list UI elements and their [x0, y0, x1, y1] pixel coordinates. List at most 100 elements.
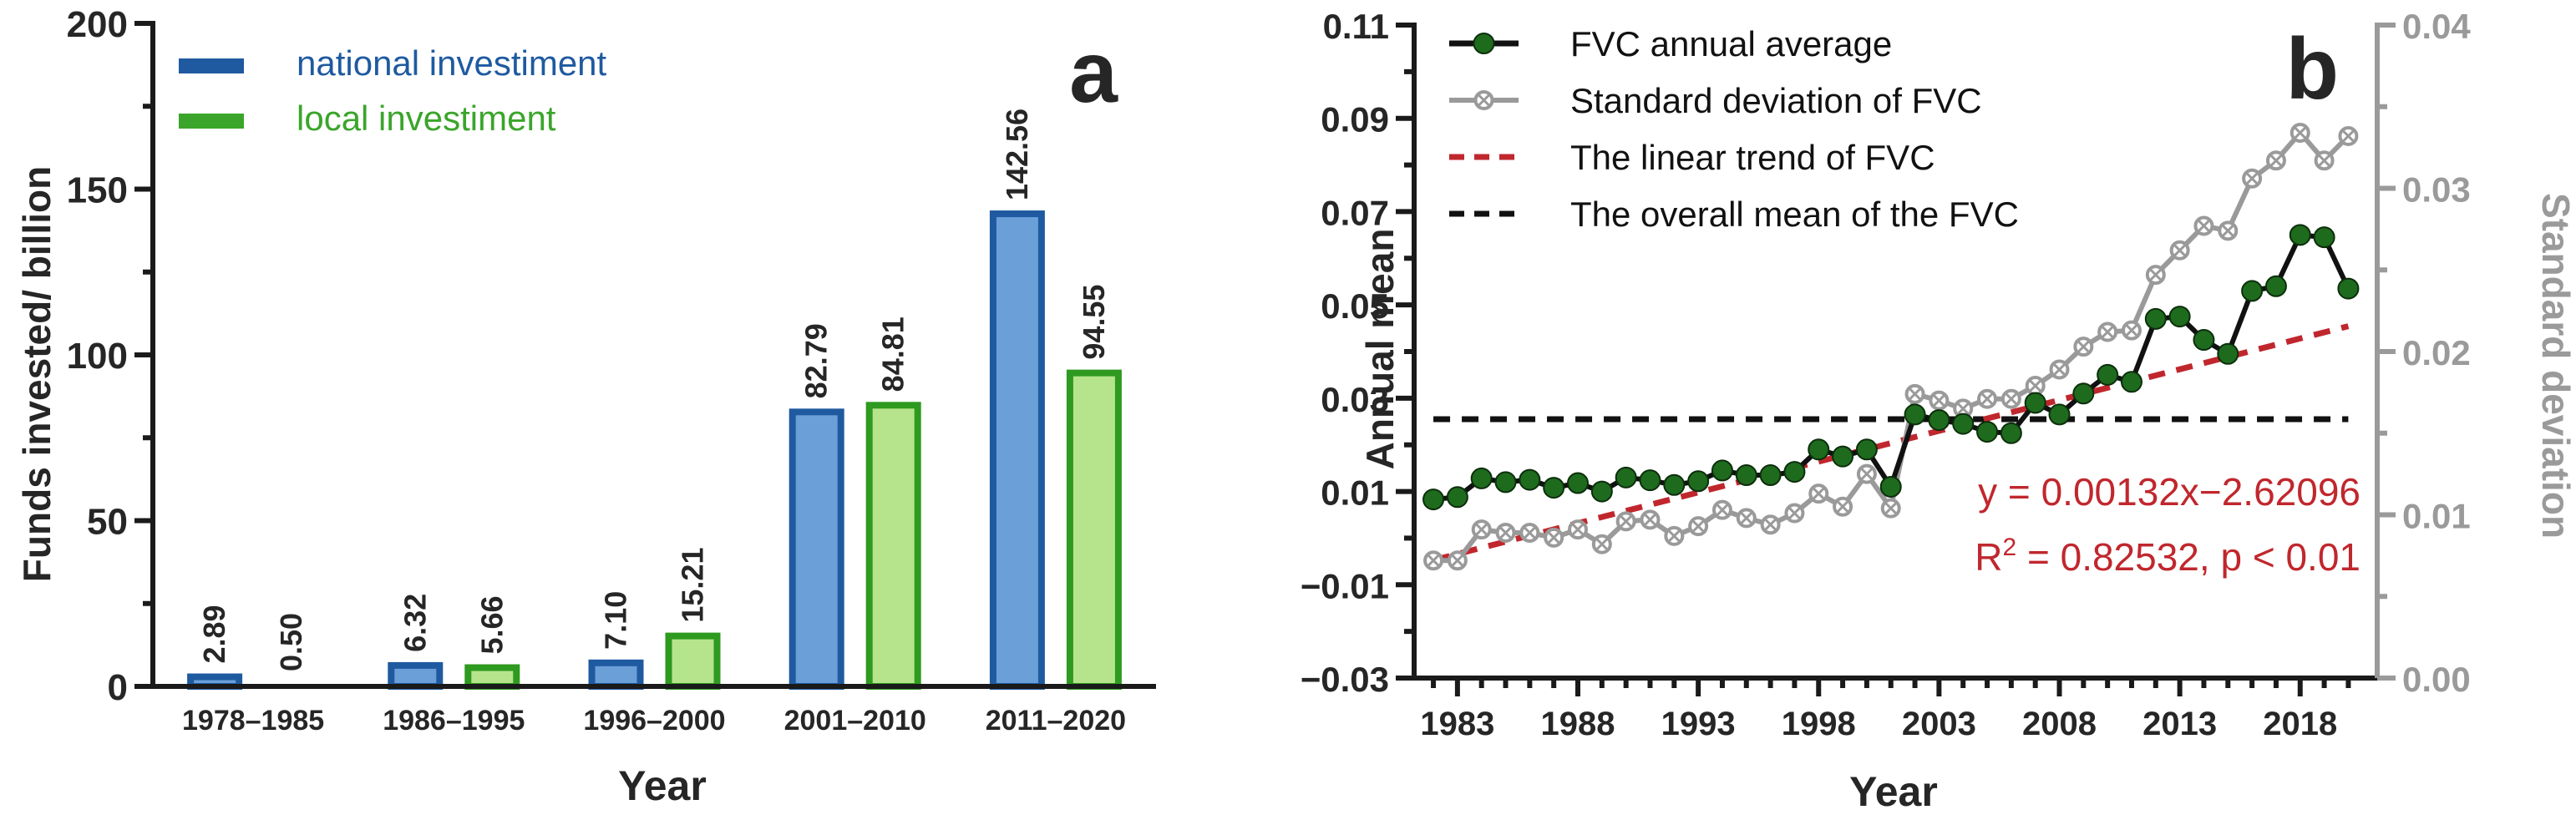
fvc-annual-average-point — [1832, 445, 1854, 468]
national-investment-value-label: 2.89 — [197, 605, 231, 663]
panel-b-y2-tick-label: 0.03 — [2402, 170, 2471, 210]
trend-r-squared: R2 = 0.82532, p < 0.01 — [1975, 534, 2360, 579]
fvc-annual-average-point — [2264, 275, 2287, 297]
std-dev-point — [2025, 376, 2046, 397]
fvc-annual-average-point — [2337, 277, 2360, 300]
std-dev-marker-cross — [2222, 225, 2234, 237]
panel-a-x-tick-label: 2011–2020 — [986, 705, 1126, 736]
std-dev-marker-cross — [1884, 502, 1897, 514]
std-dev-marker-cross — [2246, 172, 2259, 185]
panel-b-label: b — [2285, 21, 2339, 118]
panel-b-y2-tick-label: 0.02 — [2402, 333, 2471, 372]
std-dev-marker-cross — [1668, 529, 1681, 542]
fvc-annual-average-point — [1783, 461, 1806, 483]
std-dev-marker-cross — [1548, 531, 1560, 544]
fvc-annual-average-point — [1663, 473, 1686, 496]
std-dev-point — [1447, 550, 1468, 571]
fvc-annual-average-point — [1711, 459, 1733, 482]
legend-label: Standard deviation of FVC — [1570, 81, 1982, 120]
std-dev-marker-cross — [1595, 538, 1608, 550]
national-investment-value-label: 6.32 — [398, 594, 432, 652]
fvc-annual-average-point — [2241, 280, 2264, 302]
fvc-annual-average-point — [2217, 342, 2239, 365]
fvc-annual-average-point — [2048, 403, 2071, 426]
std-dev-marker-cross — [1813, 488, 1825, 500]
local-investment-bar — [865, 402, 921, 690]
panel-a-legend: national investiment local investiment — [179, 43, 607, 138]
legend-swatch-local — [179, 114, 244, 129]
std-dev-marker-cross — [1644, 514, 1656, 526]
panel-a-x-tick-label: 1986–1995 — [383, 705, 525, 736]
panel-b-y-tick-label: 0.03 — [1321, 380, 1389, 419]
std-dev-marker-cross — [1860, 468, 1873, 480]
fvc-annual-average-point — [1543, 477, 1565, 499]
r2-prefix: R — [1975, 535, 2002, 579]
std-dev-marker-cross — [2125, 324, 2138, 337]
std-dev-point — [2073, 337, 2094, 357]
panel-a-y-tick-label: 50 — [87, 502, 128, 543]
fvc-annual-average-point — [1639, 469, 1661, 492]
std-dev-marker-cross — [2149, 269, 2162, 281]
std-dev-marker-cross — [1909, 387, 1921, 400]
fvc-annual-average-point — [1470, 467, 1493, 489]
std-dev-point — [2169, 240, 2190, 261]
std-dev-point — [1568, 519, 1589, 540]
std-dev-marker-cross — [1788, 507, 1801, 519]
panel-b-legend: FVC annual average Standard deviation of … — [1449, 24, 2019, 234]
panel-a-x-tick-label: 2001–2010 — [784, 705, 926, 736]
std-dev-point — [2193, 215, 2214, 236]
panel-b-x-tick-label: 1983 — [1420, 706, 1494, 742]
std-dev-marker-cross — [1957, 402, 1970, 415]
national-investment-bar — [789, 408, 844, 690]
local-investment-value-label: 84.81 — [876, 316, 910, 392]
panel-a-y-axis-title: Funds invested/ billion — [15, 166, 58, 582]
panel-b-y-tick-label: 0.07 — [1321, 193, 1389, 232]
r2-superscript: 2 — [2003, 534, 2017, 561]
std-dev-point — [1856, 463, 1877, 484]
panel-a-bar-chart: a Funds invested/ billion Year 2.89 0.50 6… — [15, 4, 1156, 809]
national-investment-bar — [989, 210, 1045, 690]
fvc-annual-average-point — [1735, 464, 1757, 487]
panel-a-y-tick-label: 150 — [67, 170, 128, 211]
std-dev-point — [1808, 483, 1829, 504]
fvc-annual-average-point — [2000, 422, 2022, 444]
std-dev-point — [1688, 516, 1709, 537]
std-dev-point — [1664, 525, 1685, 546]
std-dev-point — [1760, 514, 1781, 535]
national-investment-value-label: 7.10 — [599, 591, 633, 650]
std-dev-marker-cross — [1716, 504, 1729, 516]
std-dev-marker-cross — [1499, 526, 1512, 539]
fvc-annual-average-point — [1976, 421, 1999, 443]
fvc-annual-average-point — [1590, 480, 1613, 503]
legend-label: The overall mean of the FVC — [1570, 195, 2019, 234]
std-dev-point — [2049, 359, 2070, 380]
national-investment-value-label: 142.56 — [1000, 109, 1034, 200]
std-dev-point — [1423, 550, 1444, 571]
std-dev-marker-cross — [1692, 520, 1705, 533]
std-dev-point — [1591, 534, 1612, 554]
fvc-annual-average-point — [1422, 488, 1445, 511]
std-dev-marker-cross — [2318, 154, 2330, 167]
std-dev-marker-cross — [2269, 154, 2283, 167]
std-dev-point — [2265, 150, 2286, 171]
std-dev-point — [1640, 509, 1661, 530]
national-investment-bar — [388, 661, 444, 691]
std-dev-point — [1977, 388, 1998, 409]
std-dev-point — [2289, 123, 2310, 144]
std-dev-marker-cross — [1475, 524, 1488, 536]
std-dev-point — [1904, 383, 1925, 404]
panel-b-y-tick-label: −0.01 — [1301, 566, 1389, 605]
panel-b-y-tick-label: −0.03 — [1301, 660, 1389, 699]
std-dev-marker-cross — [2342, 129, 2355, 143]
panel-b-x-axis-title: Year — [1849, 768, 1938, 815]
national-investment-value-label: 82.79 — [799, 323, 834, 398]
std-dev-marker-cross — [1451, 554, 1463, 567]
fvc-annual-average-point — [2168, 306, 2191, 328]
std-dev-point — [1711, 499, 1732, 520]
std-dev-marker-cross — [1764, 519, 1777, 531]
std-dev-point — [1471, 519, 1492, 540]
panel-b-x-tick-label: 2013 — [2142, 706, 2217, 742]
fvc-annual-average-point — [1808, 438, 1830, 461]
panel-b-line-chart: b Annual mean Standard deviation Year −0… — [1301, 7, 2576, 815]
